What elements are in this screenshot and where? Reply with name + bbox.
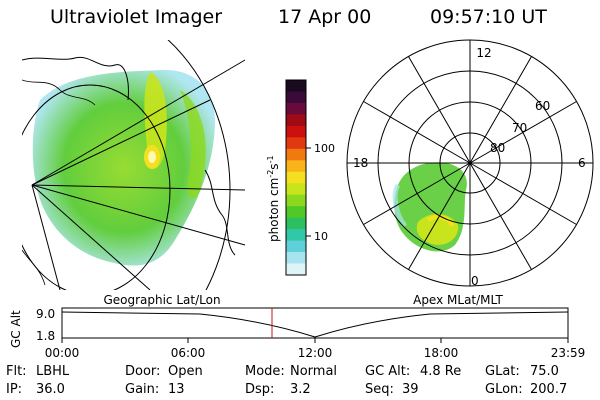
mlt-label-6: 6 (578, 156, 586, 170)
observation-time: 09:57:10 UT (430, 6, 547, 28)
glon-value: 200.7 (530, 382, 568, 397)
colorbar-tick-100: 100 (314, 142, 335, 155)
glat-label: GLat: (485, 364, 520, 379)
glat-value: 75.0 (530, 364, 559, 379)
colorbar-cell (286, 263, 306, 276)
seq-value: 39 (402, 382, 419, 397)
timeline-xtick-1200: 12:00 (298, 346, 333, 360)
gain-label: Gain: (125, 382, 160, 397)
colorbar-cell (286, 252, 306, 265)
colorbar-cell (286, 206, 306, 219)
lat-label-70: 70 (512, 121, 527, 135)
colorbar-cell (286, 102, 306, 115)
mlt-label-0: 0 (471, 274, 479, 288)
ip-label: IP: (6, 382, 23, 397)
timeline-ylabel: GC Alt (9, 310, 23, 348)
timeline-xtick-1800: 18:00 (424, 346, 459, 360)
mode-value: Normal (290, 364, 338, 379)
colorbar-cell (286, 240, 306, 253)
colorbar-tick-10: 10 (314, 230, 328, 243)
timeline-xtick-2359: 23:59 (551, 346, 586, 360)
apex-label: Apex MLat/MLT (413, 293, 503, 307)
timeline-ytick-1.8: 1.8 (36, 329, 55, 343)
door-value: Open (168, 364, 203, 379)
dsp-label: Dsp: (245, 382, 275, 397)
door-label: Door: (125, 364, 161, 379)
ip-value: 36.0 (36, 382, 65, 397)
emission-region (32, 69, 215, 266)
dsp-value: 3.2 (290, 382, 311, 397)
mode-label: Mode: (245, 364, 285, 379)
gcalt-label: GC Alt: (365, 364, 411, 379)
colorbar-cell (286, 183, 306, 196)
timeline-xtick-0000: 00:00 (45, 346, 80, 360)
observation-date: 17 Apr 00 (278, 6, 372, 28)
gain-value: 13 (168, 382, 185, 397)
glon-label: GLon: (485, 382, 523, 397)
gcalt-value: 4.8 Re (420, 364, 462, 379)
flt-label: Flt: (6, 364, 27, 379)
colorbar-cell (286, 91, 306, 104)
seq-label: Seq: (365, 382, 394, 397)
colorbar-cell (286, 137, 306, 150)
colorbar-cell (286, 217, 306, 230)
altitude-curve (61, 311, 569, 338)
lat-label-80: 80 (490, 141, 505, 155)
colorbar-cell (286, 171, 306, 184)
geographic-image (22, 40, 246, 290)
lat-label-60: 60 (535, 99, 550, 113)
colorbar-cell (286, 125, 306, 138)
timeline-ytick-9: 9.0 (36, 307, 55, 321)
colorbar: 100 10 photon cm-2s-1 (266, 79, 335, 276)
geographic-label: Geographic Lat/Lon (103, 293, 220, 307)
coastline (22, 56, 129, 101)
timeline-xtick-0600: 06:00 (171, 346, 206, 360)
mlt-label-18: 18 (353, 156, 368, 170)
colorbar-cell (286, 114, 306, 127)
colorbar-cell (286, 80, 306, 92)
colorbar-cell (286, 148, 306, 161)
altitude-timeline: GC Alt 9.0 1.8 00:00 06:00 12:00 18:00 2… (9, 307, 585, 360)
lat-lon-grid (22, 40, 246, 290)
instrument-title: Ultraviolet Imager (50, 6, 223, 28)
polar-plot: 12 18 6 0 60 70 80 (346, 39, 594, 288)
colorbar-unit: photon cm-2s-1 (266, 155, 281, 242)
mlt-label-12: 12 (476, 46, 491, 60)
colorbar-cell (286, 194, 306, 207)
colorbar-cell (286, 229, 306, 242)
flt-value: LBHL (36, 364, 70, 379)
colorbar-cell (286, 160, 306, 173)
header: Ultraviolet Imager 17 Apr 00 09:57:10 UT (0, 6, 600, 32)
